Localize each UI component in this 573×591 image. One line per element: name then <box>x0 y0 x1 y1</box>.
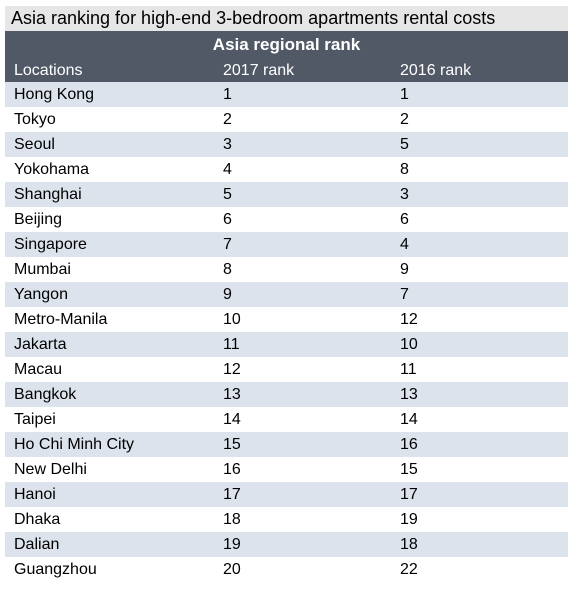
column-group-header: Asia regional rank <box>212 35 361 54</box>
rank-2016-cell: 19 <box>400 511 418 528</box>
location-cell: Ho Chi Minh City <box>14 436 135 453</box>
location-cell: New Delhi <box>14 461 87 478</box>
table-row: Mumbai 8 9 <box>5 257 568 282</box>
rank-2016-cell: 22 <box>400 561 418 578</box>
location-cell: Guangzhou <box>14 561 97 578</box>
rank-2017-cell: 3 <box>223 136 232 153</box>
rank-2016-cell: 15 <box>400 461 418 478</box>
rank-2017-cell: 18 <box>223 511 241 528</box>
rank-2016-cell: 4 <box>400 236 409 253</box>
table-row: Taipei 14 14 <box>5 407 568 432</box>
rank-2017-cell: 14 <box>223 411 241 428</box>
rank-2016-cell: 8 <box>400 161 409 178</box>
rank-2016-cell: 9 <box>400 261 409 278</box>
location-cell: Hong Kong <box>14 86 95 103</box>
rank-2016-cell: 11 <box>400 361 417 378</box>
rank-2016-cell: 1 <box>400 86 409 103</box>
location-cell: Beijing <box>14 211 63 228</box>
rank-2017-cell: 19 <box>223 536 241 553</box>
rank-2016-cell: 18 <box>400 536 418 553</box>
table-row: Seoul 3 5 <box>5 132 568 157</box>
table-row: Yokohama 4 8 <box>5 157 568 182</box>
table-row: Tokyo 2 2 <box>5 107 568 132</box>
location-cell: Tokyo <box>14 111 56 128</box>
location-cell: Yokohama <box>14 161 90 178</box>
table-row: Hong Kong 1 1 <box>5 82 568 107</box>
table-row: Macau 12 11 <box>5 357 568 382</box>
location-cell: Seoul <box>14 136 55 153</box>
rank-2016-cell: 5 <box>400 136 409 153</box>
table-row: Hanoi 17 17 <box>5 482 568 507</box>
rank-2016-cell: 10 <box>400 336 418 353</box>
rank-2016-cell: 2 <box>400 111 409 128</box>
table-row: Bangkok 13 13 <box>5 382 568 407</box>
location-cell: Shanghai <box>14 186 82 203</box>
rank-2016-cell: 7 <box>400 286 409 303</box>
rank-2016-cell: 12 <box>400 311 418 328</box>
table-row: Jakarta 11 10 <box>5 332 568 357</box>
location-cell: Dalian <box>14 536 60 553</box>
location-cell: Mumbai <box>14 261 71 278</box>
table-row: Beijing 6 6 <box>5 207 568 232</box>
table-row: Metro-Manila 10 12 <box>5 307 568 332</box>
rank-2016-cell: 14 <box>400 411 418 428</box>
ranking-table: Asia ranking for high-end 3-bedroom apar… <box>5 6 568 582</box>
table-row: New Delhi 16 15 <box>5 457 568 482</box>
rank-2016-cell: 13 <box>400 386 418 403</box>
rank-2017-cell: 2 <box>223 111 232 128</box>
table-row: Guangzhou 20 22 <box>5 557 568 582</box>
location-cell: Dhaka <box>14 511 61 528</box>
rank-2017-cell: 7 <box>223 236 232 253</box>
location-cell: Taipei <box>14 411 56 428</box>
rank-2017-cell: 20 <box>223 561 241 578</box>
table-body: Hong Kong 1 1 Tokyo 2 2 Seoul 3 5 Yokohama 4 8 Shang… <box>5 82 568 582</box>
column-header-row: Locations 2017 rank 2016 rank <box>5 57 568 82</box>
rank-2017-cell: 15 <box>223 436 241 453</box>
table-row: Ho Chi Minh City 15 16 <box>5 432 568 457</box>
table-row: Yangon 9 7 <box>5 282 568 307</box>
location-cell: Singapore <box>14 236 87 253</box>
rank-2017-cell: 10 <box>223 311 241 328</box>
rank-2017-cell: 17 <box>223 486 241 503</box>
rank-2017-cell: 4 <box>223 161 232 178</box>
table-row: Shanghai 5 3 <box>5 182 568 207</box>
rank-2016-cell: 17 <box>400 486 418 503</box>
rank-2016-cell: 16 <box>400 436 418 453</box>
table-row: Dhaka 18 19 <box>5 507 568 532</box>
table-row: Dalian 19 18 <box>5 532 568 557</box>
location-cell: Hanoi <box>14 486 56 503</box>
location-cell: Macau <box>14 361 63 378</box>
column-header-2016-rank: 2016 rank <box>400 62 472 79</box>
rank-2017-cell: 11 <box>223 336 240 353</box>
rank-2017-cell: 16 <box>223 461 241 478</box>
location-cell: Bangkok <box>14 386 77 403</box>
location-cell: Jakarta <box>14 336 67 353</box>
rank-2017-cell: 12 <box>223 361 241 378</box>
table-title: Asia ranking for high-end 3-bedroom apar… <box>5 6 568 31</box>
location-cell: Yangon <box>14 286 68 303</box>
table-row: Singapore 7 4 <box>5 232 568 257</box>
rank-2017-cell: 13 <box>223 386 241 403</box>
rank-2017-cell: 6 <box>223 211 232 228</box>
table-header: Asia regional rank Locations 2017 rank 2… <box>5 31 568 82</box>
rank-2017-cell: 8 <box>223 261 232 278</box>
column-header-locations: Locations <box>14 62 83 79</box>
rank-2017-cell: 1 <box>223 86 232 103</box>
rank-2016-cell: 3 <box>400 186 409 203</box>
rank-2017-cell: 5 <box>223 186 232 203</box>
column-header-2017-rank: 2017 rank <box>223 62 295 79</box>
location-cell: Metro-Manila <box>14 311 108 328</box>
rank-2016-cell: 6 <box>400 211 409 228</box>
rank-2017-cell: 9 <box>223 286 232 303</box>
